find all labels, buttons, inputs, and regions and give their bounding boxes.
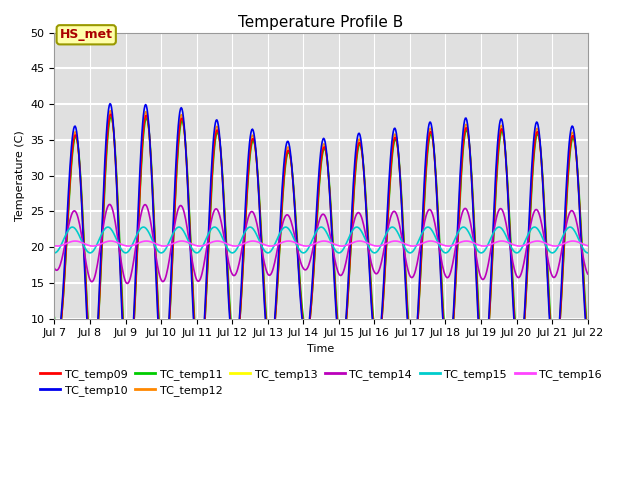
TC_temp12 [199,346,207,352]
TC_temp10 [171,189,179,194]
TC_temp13 [51,318,58,324]
TC_temp09 [125,380,132,385]
TC_temp13 [171,207,179,213]
Title: Temperature Profile B: Temperature Profile B [239,15,404,30]
TC_temp12 [51,322,58,327]
TC_temp11 [403,289,411,295]
Line: TC_temp12: TC_temp12 [54,111,588,382]
TC_temp13 [125,376,132,382]
TC_temp09 [51,321,58,326]
TC_temp09 [387,162,395,168]
TC_temp11 [51,315,58,321]
TC_temp14 [116,249,124,255]
TC_temp11 [107,114,115,120]
TC_temp09 [584,338,591,344]
TC_temp11 [60,284,68,289]
TC_temp12 [387,155,395,161]
Line: TC_temp13: TC_temp13 [54,116,588,379]
TC_temp12 [584,340,591,346]
TC_temp13 [199,348,207,353]
TC_temp13 [116,246,124,252]
TC_temp15 [171,228,179,234]
TC_temp09 [107,111,115,117]
TC_temp12 [124,379,132,384]
TC_temp14 [387,213,395,218]
TC_temp14 [171,223,179,228]
TC_temp15 [140,224,147,230]
TC_temp09 [60,282,68,288]
TC_temp15 [157,250,165,256]
TC_temp09 [116,246,124,252]
TC_temp10 [60,271,68,276]
TC_temp09 [171,207,179,213]
TC_temp10 [124,383,132,389]
TC_temp16 [402,241,410,247]
TC_temp14 [199,267,207,273]
Text: HS_met: HS_met [60,28,113,41]
TC_temp12 [403,300,411,306]
TC_temp14 [60,246,68,252]
TC_temp13 [403,295,411,301]
Line: TC_temp10: TC_temp10 [54,104,588,386]
TC_temp15 [51,250,58,256]
Legend: TC_temp09, TC_temp10, TC_temp11, TC_temp12, TC_temp13, TC_temp14, TC_temp15, TC_: TC_temp09, TC_temp10, TC_temp11, TC_temp… [36,364,606,400]
Line: TC_temp16: TC_temp16 [54,241,588,246]
TC_temp12 [107,108,115,114]
Line: TC_temp15: TC_temp15 [54,227,588,253]
TC_temp15 [60,236,68,241]
TC_temp14 [403,262,411,267]
Line: TC_temp11: TC_temp11 [54,117,588,377]
TC_temp13 [387,163,395,168]
TC_temp12 [60,276,68,281]
TC_temp10 [199,345,207,351]
TC_temp16 [51,243,58,249]
Y-axis label: Temperature (C): Temperature (C) [15,130,25,221]
TC_temp15 [387,225,395,230]
TC_temp11 [199,349,207,355]
TC_temp16 [54,243,61,249]
TC_temp15 [584,250,591,256]
TC_temp15 [403,248,411,253]
TC_temp16 [569,238,577,244]
TC_temp16 [387,239,394,245]
TC_temp10 [106,101,114,107]
TC_temp14 [584,271,591,277]
TC_temp14 [51,265,58,271]
TC_temp14 [106,202,113,207]
TC_temp12 [116,251,124,257]
TC_temp10 [584,345,591,351]
TC_temp16 [61,241,68,247]
TC_temp11 [387,166,395,172]
TC_temp09 [403,297,411,303]
TC_temp10 [387,147,395,153]
Line: TC_temp14: TC_temp14 [54,204,588,284]
TC_temp14 [124,281,131,287]
TC_temp12 [171,198,179,204]
TC_temp11 [584,331,591,337]
TC_temp13 [584,336,591,341]
TC_temp10 [116,257,124,263]
TC_temp11 [116,239,124,244]
TC_temp11 [125,374,132,380]
TC_temp16 [584,243,591,249]
TC_temp13 [107,113,115,119]
TC_temp16 [116,240,124,246]
TC_temp13 [60,280,68,286]
TC_temp15 [115,242,123,248]
TC_temp15 [199,243,207,249]
TC_temp16 [198,243,206,249]
TC_temp10 [403,307,411,312]
X-axis label: Time: Time [307,344,335,354]
Line: TC_temp09: TC_temp09 [54,114,588,383]
TC_temp11 [171,213,179,219]
TC_temp10 [51,325,58,331]
TC_temp09 [199,351,207,357]
TC_temp16 [170,240,178,246]
